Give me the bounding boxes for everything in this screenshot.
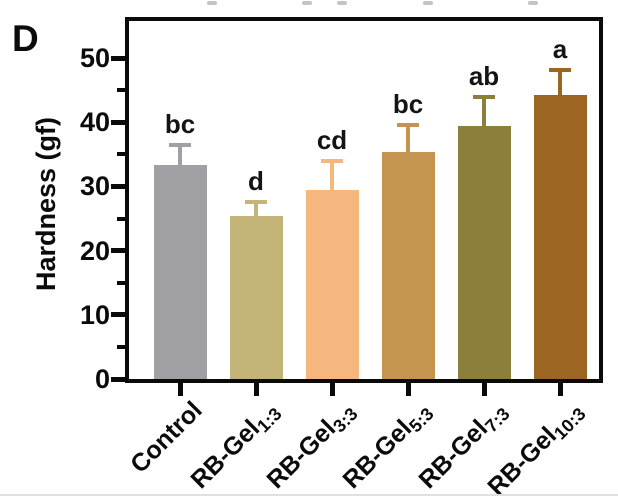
cropped-text-artifact <box>423 1 433 5</box>
cropped-text-artifact <box>528 1 538 5</box>
y-axis-tick-label: 30 <box>79 171 110 202</box>
y-axis-major-tick <box>111 55 125 61</box>
error-bar-cap <box>473 95 495 100</box>
error-bar-cap <box>321 159 343 164</box>
cropped-text-artifact <box>302 1 312 5</box>
x-axis-tick <box>405 383 411 396</box>
x-axis-tick <box>253 383 259 396</box>
y-axis-minor-tick <box>117 152 125 157</box>
y-axis-tick-label: 40 <box>79 107 110 138</box>
y-axis-minor-tick <box>117 344 125 349</box>
bar-rb-gel-5-3 <box>381 151 435 379</box>
bar-rb-gel-10-3 <box>533 94 587 379</box>
error-bar-stem <box>254 201 258 218</box>
error-bar-stem <box>406 124 410 154</box>
x-axis-tick <box>329 383 335 396</box>
y-axis-minor-tick <box>117 216 125 221</box>
error-bar-stem <box>330 161 334 193</box>
significance-letter: bc <box>392 88 424 119</box>
significance-letter: ab <box>468 61 500 92</box>
error-bar-cap <box>549 67 571 72</box>
bottom-divider-line <box>0 494 618 496</box>
y-axis-major-tick <box>111 312 125 318</box>
x-axis-tick <box>481 383 487 396</box>
error-bar-cap <box>169 142 191 147</box>
x-axis-tick <box>557 383 563 396</box>
significance-letter: d <box>248 165 264 196</box>
cropped-text-artifact <box>337 1 347 5</box>
y-axis-minor-tick <box>117 88 125 93</box>
plot-frame <box>125 17 603 383</box>
cropped-text-artifact <box>207 1 217 5</box>
x-axis-tick <box>177 383 183 396</box>
y-axis-major-tick <box>111 119 125 125</box>
significance-letter: bc <box>164 108 196 139</box>
error-bar-cap <box>397 122 419 127</box>
y-axis-minor-tick <box>117 280 125 285</box>
y-axis-major-tick <box>111 183 125 189</box>
error-bar-stem <box>558 69 562 97</box>
y-axis-major-tick <box>111 376 125 382</box>
y-axis-tick-label: 50 <box>79 43 110 73</box>
significance-letter: a <box>552 33 568 64</box>
bar-rb-gel-1-3 <box>229 215 283 379</box>
error-bar-stem <box>178 144 182 167</box>
error-bar-stem <box>482 97 486 129</box>
y-axis-tick-label: 10 <box>79 299 110 330</box>
bar-rb-gel-3-3 <box>305 190 359 379</box>
error-bar-cap <box>245 199 267 204</box>
panel-letter: D <box>12 18 40 59</box>
significance-letter: cd <box>316 125 348 156</box>
y-axis-tick-label: 0 <box>94 364 110 394</box>
y-axis-major-tick <box>111 248 125 254</box>
bar-control <box>153 164 207 379</box>
bar-rb-gel-7-3 <box>457 126 511 379</box>
y-axis-tick-label: 20 <box>79 235 110 266</box>
